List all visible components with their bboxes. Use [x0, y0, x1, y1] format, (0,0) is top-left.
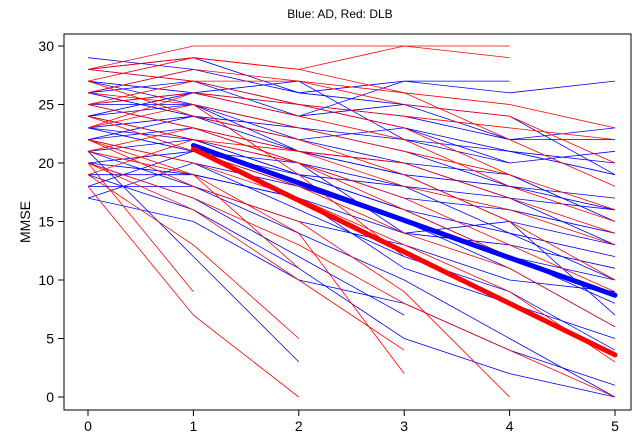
y-tick-label: 30 — [38, 38, 54, 54]
trajectory-ad-30 — [87, 80, 616, 316]
trajectory-dlb-42 — [87, 174, 300, 339]
trajectory-dlb-34 — [87, 69, 616, 129]
trajectory-ad-31 — [87, 80, 510, 164]
trajectory-ad-21 — [87, 197, 616, 386]
y-tick-label: 0 — [46, 389, 54, 405]
trajectory-dlb-49 — [87, 92, 405, 257]
trajectory-ad-10 — [87, 115, 616, 164]
x-tick-label: 1 — [190, 418, 198, 433]
y-tick-label: 5 — [46, 331, 54, 347]
trajectory-dlb-43 — [87, 186, 300, 398]
trajectory-dlb-48 — [87, 139, 510, 398]
trajectory-dlb-38 — [87, 104, 616, 211]
y-tick-label: 20 — [38, 155, 54, 171]
trajectory-dlb-44 — [87, 162, 194, 292]
axes: 0 1 2 3 4 5 0 5 10 15 20 25 30 — [38, 38, 619, 433]
trajectory-ad-6 — [88, 104, 616, 246]
trajectory-dlb-39 — [87, 139, 616, 363]
trajectory-dlb-56 — [87, 139, 405, 374]
trajectory-dlb-52 — [87, 139, 616, 246]
x-tick-label: 0 — [84, 418, 92, 433]
trajectory-ad-28 — [87, 151, 300, 363]
trajectory-dlb-54 — [87, 162, 616, 398]
plot-lines — [87, 45, 616, 398]
fit-line-ad — [190, 142, 618, 298]
trajectory-dlb-51 — [87, 92, 616, 140]
fit-lines — [190, 142, 618, 358]
y-tick-label: 15 — [38, 214, 54, 230]
trajectory-dlb-36 — [87, 92, 616, 222]
y-axis-label: MMSE — [17, 201, 33, 243]
x-tick-label: 2 — [295, 418, 303, 433]
trajectory-dlb-46 — [87, 80, 616, 281]
chart-title: Blue: AD, Red: DLB — [287, 7, 392, 21]
x-tick-label: 5 — [611, 418, 619, 433]
x-tick-label: 3 — [400, 418, 408, 433]
x-tick-label: 4 — [506, 418, 514, 433]
trajectory-dlb-35 — [87, 68, 616, 164]
trajectory-dlb-32 — [87, 45, 510, 70]
trajectory-ad-4 — [87, 80, 510, 117]
trajectory-dlb-33 — [87, 45, 510, 82]
trajectory-dlb-41 — [87, 162, 405, 351]
trajectory-dlb-55 — [87, 104, 616, 293]
fit-line-dlb — [190, 146, 618, 358]
trajectory-ad-29 — [87, 150, 616, 246]
y-tick-label: 10 — [38, 272, 54, 288]
y-tick-label: 25 — [38, 97, 54, 113]
trajectory-dlb-53 — [87, 57, 616, 187]
